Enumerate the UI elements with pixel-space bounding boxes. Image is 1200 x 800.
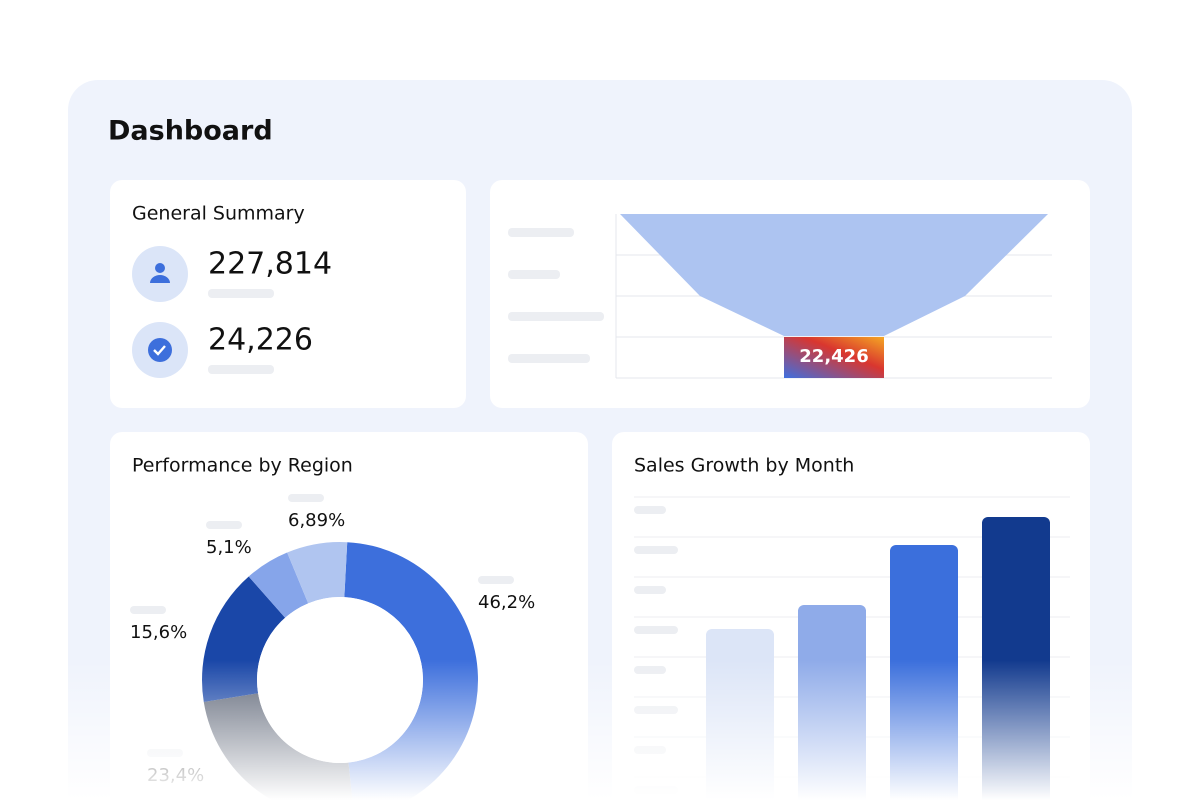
- chart-title: Sales Growth by Month: [634, 455, 854, 477]
- data-label: 15,6%: [130, 622, 187, 643]
- placeholder: [508, 270, 560, 279]
- placeholder: [634, 506, 666, 514]
- placeholder: [508, 312, 604, 321]
- data-label: 5,1%: [206, 537, 252, 558]
- page-title: Dashboard: [108, 116, 273, 147]
- summary-value: 24,226: [208, 323, 313, 358]
- funnel-label: 22,426: [799, 346, 868, 367]
- funnel-highlight: [784, 337, 884, 378]
- placeholder: [508, 228, 574, 237]
- placeholder: [478, 576, 514, 584]
- user-icon: [132, 246, 188, 302]
- placeholder: [634, 586, 666, 594]
- donut-segment: [287, 542, 348, 604]
- summary-value: 227,814: [208, 247, 332, 282]
- placeholder: [208, 289, 274, 298]
- placeholder: [288, 494, 324, 502]
- funnel-shape: [620, 214, 1048, 336]
- data-label: 6,89%: [288, 510, 345, 531]
- placeholder: [206, 521, 242, 529]
- fade-overlay: [0, 660, 1200, 800]
- chart-title: Performance by Region: [132, 455, 353, 477]
- donut-segment: [248, 552, 309, 618]
- placeholder: [130, 606, 166, 614]
- card-title: General Summary: [132, 203, 305, 225]
- placeholder: [208, 365, 274, 374]
- user-icon-head: [155, 263, 165, 273]
- placeholder: [634, 626, 678, 634]
- placeholder: [634, 546, 678, 554]
- data-label: 46,2%: [478, 592, 535, 613]
- card: [110, 180, 466, 408]
- placeholder: [508, 354, 590, 363]
- user-icon-body: [150, 275, 170, 283]
- check-mark: [153, 345, 166, 356]
